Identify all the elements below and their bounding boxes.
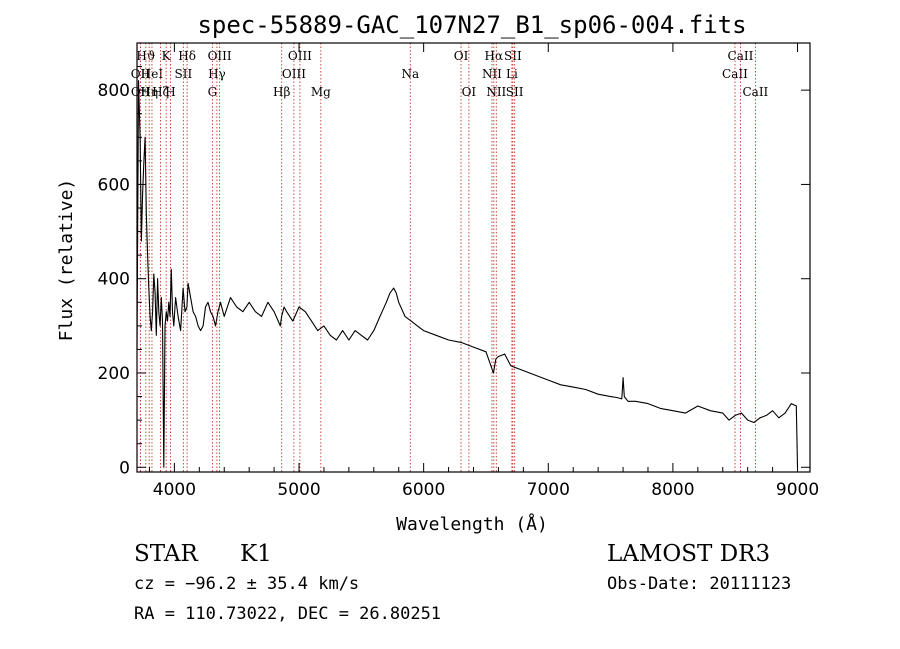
x-axis-label: Wavelength (Å) xyxy=(396,513,548,535)
line-label-21: Hα xyxy=(485,49,504,63)
line-label-17: Na xyxy=(401,67,419,81)
line-label-22: NII xyxy=(486,85,506,99)
line-label-7: H xyxy=(165,85,175,99)
y-tick-label-4: 800 xyxy=(98,81,130,101)
x-tick-label-5: 9000 xyxy=(776,480,819,500)
chart-title: spec-55889-GAC_107N27_B1_sp06-004.fits xyxy=(197,11,746,39)
line-label-13: Hβ xyxy=(273,85,290,99)
x-tick-label-1: 5000 xyxy=(277,480,320,500)
line-label-27: CaII xyxy=(728,49,754,63)
line-label-25: SII xyxy=(506,85,524,99)
x-tick-label-2: 6000 xyxy=(402,480,445,500)
line-label-16: Mg xyxy=(311,85,331,99)
line-label-6: K xyxy=(162,49,172,63)
y-axis-label: Flux (relative) xyxy=(56,179,77,342)
line-label-19: OI xyxy=(462,85,477,99)
axes: 4000 5000 6000 7000 8000 9000 0 200 400 600 800 xyxy=(98,43,819,500)
spectrum-chart: spec-55889-GAC_107N27_B1_sp06-004.fits O… xyxy=(56,11,819,535)
ra-dec: RA = 110.73022, DEC = 26.80251 xyxy=(134,604,442,624)
y-tick-label-3: 600 xyxy=(98,175,130,195)
series-line-flux xyxy=(136,80,799,468)
line-label-10: G xyxy=(208,85,218,99)
redshift-text: cz = −96.2 ± 35.4 km/s xyxy=(134,574,360,594)
object-subclass: K1 xyxy=(240,541,272,567)
line-label-14: OIII xyxy=(282,67,306,81)
line-label-11: Hγ xyxy=(208,67,226,81)
survey-name: LAMOST DR3 xyxy=(607,541,771,567)
line-label-12: OIII xyxy=(208,49,232,63)
x-tick-label-3: 7000 xyxy=(527,480,570,500)
x-tick-label-4: 8000 xyxy=(651,480,694,500)
x-tick-label-0: 4000 xyxy=(153,480,196,500)
spectral-lines: OIIOIIHϑHηHeIHζKHSIIHδGHγOIIIHβOIIIOIIIM… xyxy=(131,43,769,472)
y-tick-label-0: 0 xyxy=(119,458,130,478)
line-label-0: OII xyxy=(131,67,151,81)
line-label-24: SII xyxy=(504,49,522,63)
line-label-15: OIII xyxy=(288,49,312,63)
series-layer xyxy=(136,80,799,468)
line-label-28: CaII xyxy=(742,85,768,99)
plot-frame xyxy=(136,42,811,473)
line-label-26: CaII xyxy=(722,67,748,81)
line-label-20: NII xyxy=(482,67,502,81)
line-label-2: Hϑ xyxy=(136,49,155,63)
object-class: STAR xyxy=(134,541,198,567)
obs-date: Obs-Date: 20111123 xyxy=(607,574,792,594)
y-tick-label-2: 400 xyxy=(98,270,130,290)
line-label-3: Hη xyxy=(140,85,158,99)
line-label-18: OI xyxy=(454,49,469,63)
line-label-4: HeI xyxy=(141,67,164,81)
line-label-8: SII xyxy=(175,67,193,81)
y-tick-label-1: 200 xyxy=(98,364,130,384)
line-label-5: Hζ xyxy=(152,85,169,99)
line-label-23: Li xyxy=(506,67,518,81)
line-label-9: Hδ xyxy=(178,49,196,63)
